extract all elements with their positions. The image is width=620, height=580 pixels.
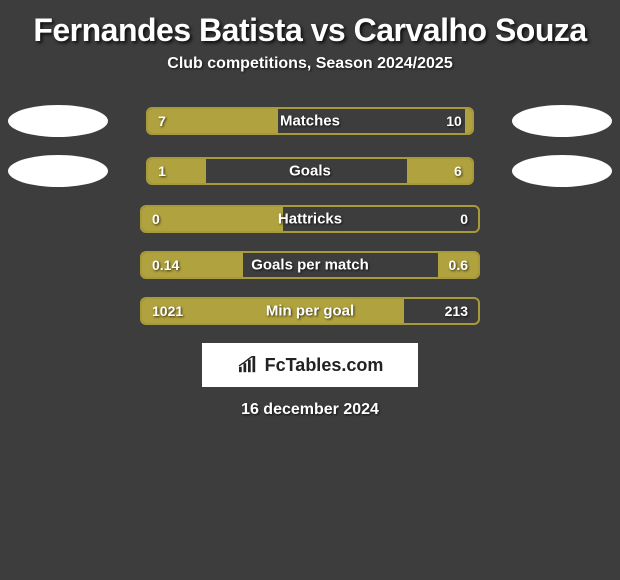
bar-fill-left — [142, 207, 283, 231]
stat-row: 1021 Min per goal 213 — [0, 297, 620, 325]
stat-value-right: 10 — [446, 113, 462, 129]
player-photo-right — [512, 155, 612, 187]
stat-value-left: 7 — [158, 113, 166, 129]
logo-content: FcTables.com — [237, 355, 384, 376]
stat-value-left: 0 — [152, 211, 160, 227]
bar-fill-right — [465, 109, 471, 133]
stat-label: Min per goal — [266, 303, 354, 320]
comparison-container: Fernandes Batista vs Carvalho Souza Club… — [0, 0, 620, 419]
stat-value-left: 1 — [158, 163, 166, 179]
bar-fill-left — [148, 109, 277, 133]
stat-value-right: 213 — [445, 303, 468, 319]
stat-label: Goals per match — [251, 257, 369, 274]
stat-value-right: 6 — [454, 163, 462, 179]
logo-text: FcTables.com — [265, 355, 384, 376]
date-text: 16 december 2024 — [0, 401, 620, 419]
page-title: Fernandes Batista vs Carvalho Souza — [0, 0, 620, 55]
stat-bar: 0 Hattricks 0 — [140, 205, 480, 233]
stat-label: Hattricks — [278, 211, 342, 228]
stat-value-right: 0.6 — [449, 257, 468, 273]
bar-fill-right — [407, 159, 472, 183]
stat-bar: 7 Matches 10 — [146, 107, 474, 135]
player-photo-left — [8, 105, 108, 137]
stat-row: 0 Hattricks 0 — [0, 205, 620, 233]
stat-row: 0.14 Goals per match 0.6 — [0, 251, 620, 279]
stat-bar: 1 Goals 6 — [146, 157, 474, 185]
stat-label: Matches — [280, 113, 340, 130]
player-photo-left — [8, 155, 108, 187]
stat-bar: 1021 Min per goal 213 — [140, 297, 480, 325]
chart-icon — [237, 356, 259, 374]
page-subtitle: Club competitions, Season 2024/2025 — [0, 55, 620, 73]
stats-area: 7 Matches 10 1 Goals 6 0 Hattricks 0 0.14 Goals pe… — [0, 105, 620, 325]
stat-value-left: 1021 — [152, 303, 183, 319]
stat-value-right: 0 — [460, 211, 468, 227]
player-photo-right — [512, 105, 612, 137]
stat-row: 1 Goals 6 — [0, 155, 620, 187]
bar-fill-left — [148, 159, 206, 183]
stat-bar: 0.14 Goals per match 0.6 — [140, 251, 480, 279]
logo-box[interactable]: FcTables.com — [202, 343, 418, 387]
stat-row: 7 Matches 10 — [0, 105, 620, 137]
stat-label: Goals — [289, 163, 331, 180]
stat-value-left: 0.14 — [152, 257, 179, 273]
